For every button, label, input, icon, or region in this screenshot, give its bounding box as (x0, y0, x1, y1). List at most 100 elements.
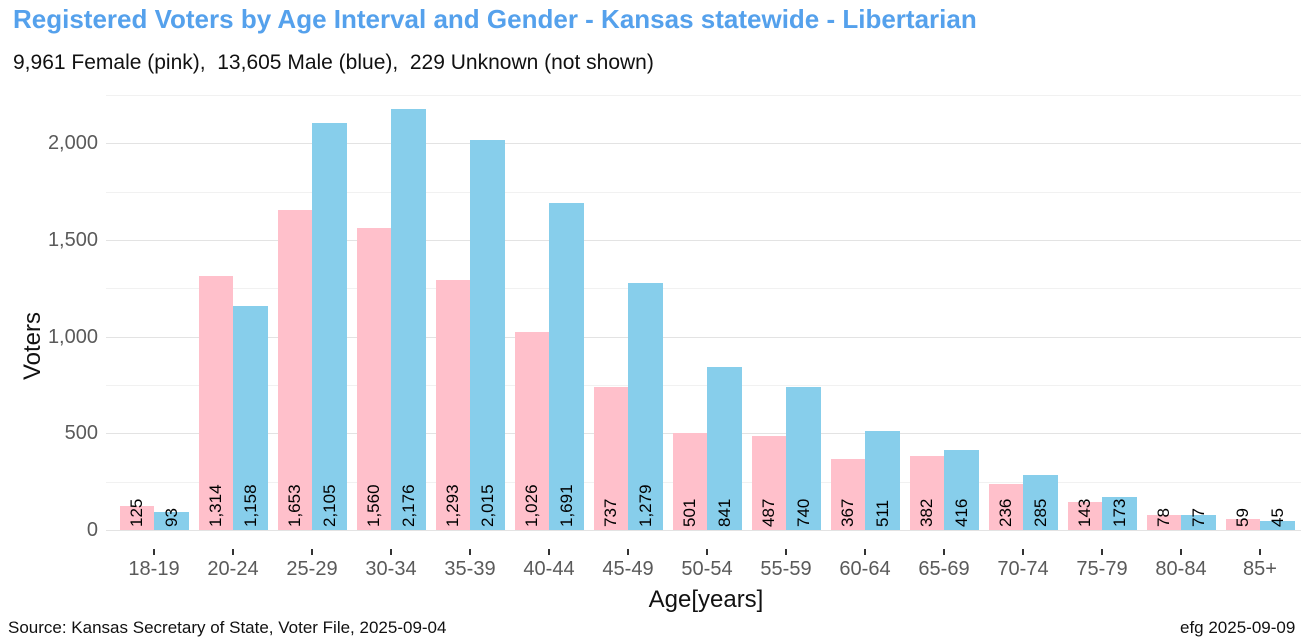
x-axis-title: Age[years] (648, 586, 764, 613)
source-note: Source: Kansas Secretary of State, Voter… (8, 618, 447, 637)
bar-value-label: 1,293 (443, 484, 463, 527)
x-tick-label: 50-54 (681, 558, 733, 580)
bar-value-label: 1,279 (635, 484, 655, 527)
x-tick-label: 40-44 (523, 558, 575, 580)
bar-female-50-54 (672, 433, 707, 530)
x-tick-mark (232, 549, 234, 555)
bar-value-label: 2,176 (398, 484, 418, 527)
bar-value-label: 1,158 (240, 484, 260, 527)
bar-value-label: 382 (917, 498, 937, 527)
bar-male-55-59 (786, 387, 821, 530)
x-tick-label: 25-29 (286, 558, 338, 580)
x-tick-label: 75-79 (1076, 558, 1128, 580)
bar-value-label: 2,105 (319, 484, 339, 527)
bar-female-18-19 (119, 506, 154, 530)
x-tick-label: 65-69 (918, 558, 970, 580)
credit-note: efg 2025-09-09 (1180, 618, 1296, 637)
bar-value-label: 841 (714, 498, 734, 527)
bar-female-45-49 (593, 387, 628, 530)
x-tick-label: 30-34 (365, 558, 417, 580)
bar-value-label: 78 (1154, 508, 1174, 527)
bar-value-label: 143 (1075, 498, 1095, 527)
bar-female-70-74 (988, 484, 1023, 530)
bar-male-45-49 (628, 283, 663, 530)
y-tick-label: 1,500 (47, 228, 98, 251)
bar-female-85+ (1225, 519, 1260, 530)
bar-value-label: 367 (838, 498, 858, 527)
bar-male-18-19 (154, 512, 189, 530)
bar-value-label: 77 (1188, 508, 1208, 527)
bar-male-40-44 (549, 203, 584, 530)
bar-value-label: 737 (601, 498, 621, 527)
bar-value-label: 1,691 (556, 484, 576, 527)
gridline-major (106, 143, 1301, 145)
bar-value-label: 59 (1233, 508, 1253, 527)
x-tick-label: 35-39 (444, 558, 496, 580)
bar-male-65-69 (944, 450, 979, 530)
y-tick-label: 1,000 (47, 325, 98, 348)
bar-value-label: 1,560 (364, 484, 384, 527)
bar-value-label: 416 (951, 498, 971, 527)
bar-female-55-59 (751, 436, 786, 530)
bar-female-35-39 (435, 280, 470, 530)
x-tick-mark (1022, 549, 1024, 555)
y-tick-label: 0 (86, 519, 98, 541)
x-tick-mark (943, 549, 945, 555)
bar-male-60-64 (865, 431, 900, 530)
x-tick-label: 20-24 (207, 558, 259, 580)
gridline-major (106, 239, 1301, 241)
gridline-major (106, 530, 1301, 531)
gridline-minor (106, 384, 1301, 386)
bar-value-label: 125 (127, 498, 147, 527)
bar-value-label: 501 (680, 498, 700, 527)
x-tick-mark (311, 549, 313, 555)
bar-female-30-34 (356, 228, 391, 530)
x-tick-mark (548, 549, 550, 555)
bar-value-label: 511 (872, 499, 892, 527)
x-tick-mark (390, 549, 392, 555)
gridline-major (106, 336, 1301, 338)
x-tick-label: 45-49 (602, 558, 654, 580)
x-tick-label: 60-64 (839, 558, 891, 580)
bar-female-75-79 (1067, 502, 1102, 530)
x-tick-label: 80-84 (1155, 558, 1207, 580)
chart-title: Registered Voters by Age Interval and Ge… (13, 4, 977, 34)
bar-value-label: 93 (161, 508, 181, 527)
bar-value-label: 487 (759, 498, 779, 527)
gridline-minor (106, 288, 1301, 290)
bar-male-25-29 (312, 123, 347, 530)
bar-value-label: 2,015 (477, 484, 497, 527)
bar-male-35-39 (470, 140, 505, 530)
x-tick-label: 18-19 (128, 558, 180, 580)
y-tick-label: 2,000 (47, 132, 98, 155)
x-tick-mark (627, 549, 629, 555)
bar-value-label: 1,026 (522, 484, 542, 527)
y-axis-title: Voters (19, 311, 46, 381)
bar-male-50-54 (707, 367, 742, 530)
bar-male-75-79 (1102, 497, 1137, 530)
x-tick-mark (1101, 549, 1103, 555)
x-tick-label: 70-74 (997, 558, 1049, 580)
bar-female-60-64 (830, 459, 865, 530)
x-tick-label: 85+ (1243, 558, 1277, 580)
bar-value-label: 173 (1109, 498, 1129, 527)
bar-value-label: 1,653 (285, 484, 305, 527)
gridline-minor (106, 191, 1301, 193)
bar-male-20-24 (233, 306, 268, 530)
x-tick-mark (1259, 549, 1261, 555)
bar-female-20-24 (198, 276, 233, 530)
y-tick-label: 500 (64, 422, 98, 445)
x-tick-mark (706, 549, 708, 555)
bar-value-label: 236 (996, 498, 1016, 527)
gridline-minor (106, 94, 1301, 96)
bar-value-label: 45 (1267, 508, 1287, 527)
bar-male-80-84 (1181, 515, 1216, 530)
x-tick-label: 55-59 (760, 558, 812, 580)
bar-male-70-74 (1023, 475, 1058, 530)
bar-value-label: 1,314 (206, 484, 226, 527)
x-tick-mark (864, 549, 866, 555)
bar-male-85+ (1260, 521, 1295, 530)
bar-female-80-84 (1146, 515, 1181, 530)
